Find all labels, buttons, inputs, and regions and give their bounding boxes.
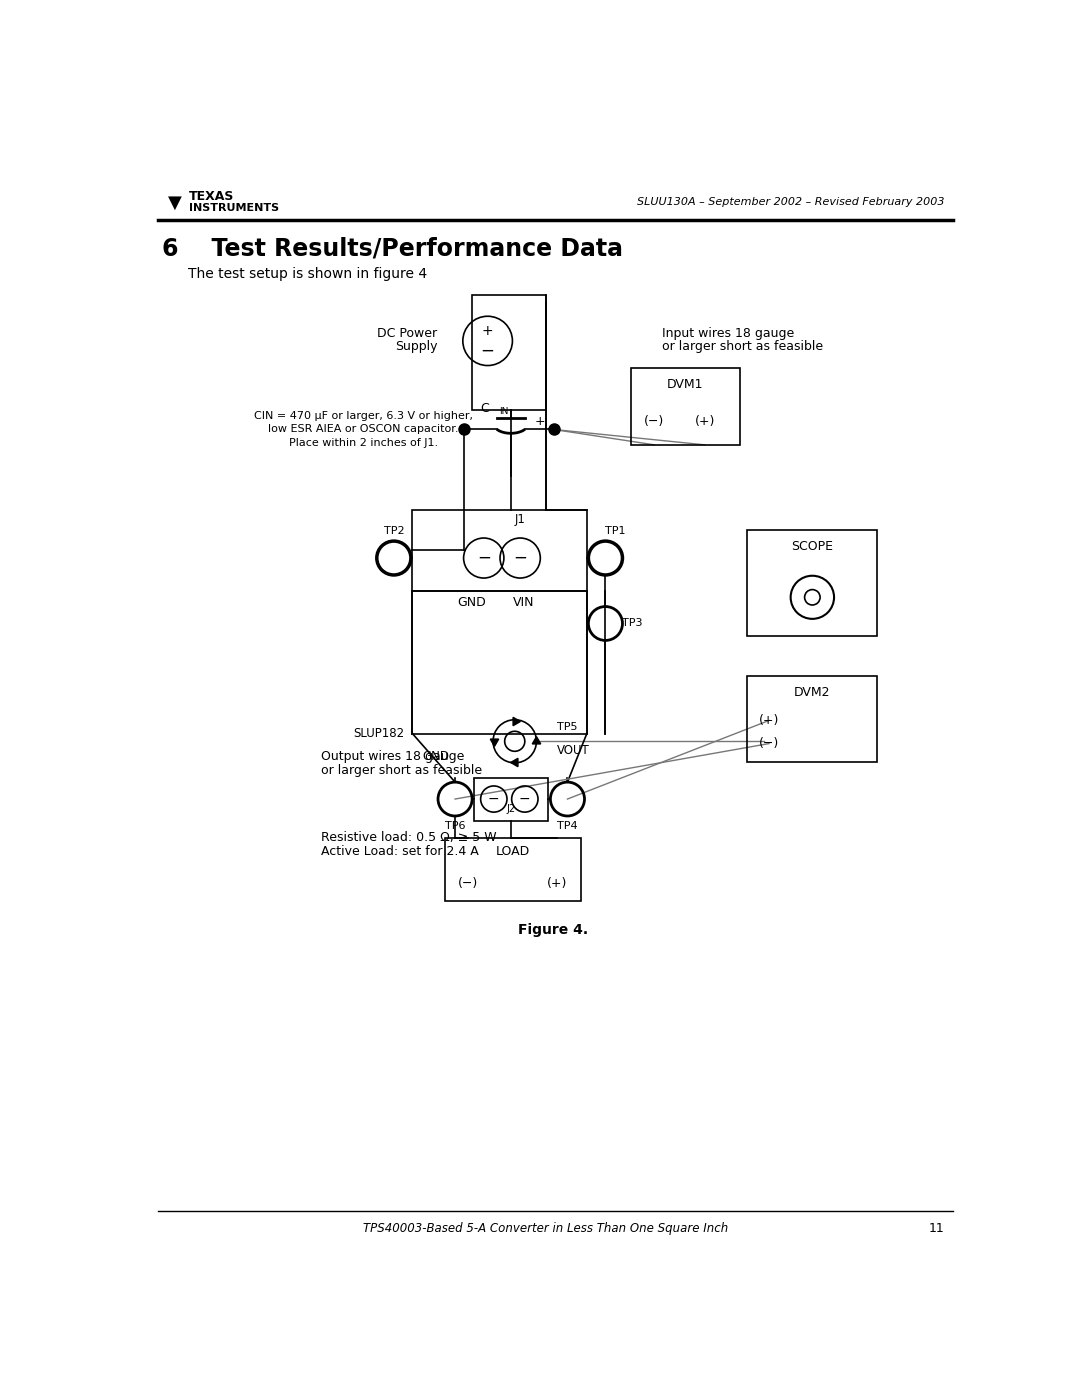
Text: DC Power: DC Power bbox=[377, 327, 437, 339]
Text: −: − bbox=[481, 342, 495, 360]
Bar bbox=[413, 510, 586, 591]
Text: DVM1: DVM1 bbox=[667, 379, 703, 391]
Bar bbox=[747, 676, 877, 763]
Text: TP3: TP3 bbox=[622, 619, 643, 629]
Text: −: − bbox=[476, 549, 490, 567]
Text: GND: GND bbox=[422, 750, 449, 763]
Text: −: − bbox=[488, 792, 500, 806]
Text: Place within 2 inches of J1.: Place within 2 inches of J1. bbox=[289, 439, 438, 448]
Bar bbox=[445, 838, 581, 901]
Text: −: − bbox=[519, 792, 530, 806]
Text: Output wires 18 gauge: Output wires 18 gauge bbox=[321, 750, 464, 763]
Text: 6    Test Results/Performance Data: 6 Test Results/Performance Data bbox=[162, 236, 623, 260]
Text: (+): (+) bbox=[759, 714, 779, 726]
Text: (+): (+) bbox=[548, 877, 568, 890]
Text: J1: J1 bbox=[515, 513, 526, 527]
Text: −: − bbox=[513, 549, 527, 567]
Text: (−): (−) bbox=[644, 415, 664, 429]
Text: low ESR AIEA or OSCON capacitor.: low ESR AIEA or OSCON capacitor. bbox=[268, 425, 459, 434]
Text: Input wires 18 gauge: Input wires 18 gauge bbox=[662, 327, 794, 339]
Text: TP1: TP1 bbox=[606, 527, 626, 536]
Text: (−): (−) bbox=[759, 738, 779, 750]
Text: VIN: VIN bbox=[513, 597, 535, 609]
Text: C: C bbox=[481, 402, 489, 415]
Text: INSTRUMENTS: INSTRUMENTS bbox=[189, 203, 280, 212]
Text: SLUU130A – September 2002 – Revised February 2003: SLUU130A – September 2002 – Revised Febr… bbox=[637, 197, 945, 207]
Text: Supply: Supply bbox=[395, 339, 437, 353]
Text: GND: GND bbox=[458, 597, 486, 609]
Text: TP2: TP2 bbox=[383, 527, 404, 536]
Text: +: + bbox=[482, 324, 494, 338]
Text: or larger short as feasible: or larger short as feasible bbox=[321, 764, 482, 777]
Text: TP4: TP4 bbox=[557, 821, 578, 831]
Text: Resistive load: 0.5 Ω, ≥ 5 W: Resistive load: 0.5 Ω, ≥ 5 W bbox=[321, 831, 497, 844]
Text: IN: IN bbox=[499, 408, 509, 416]
Text: Active Load: set for 2.4 A: Active Load: set for 2.4 A bbox=[321, 845, 478, 858]
Text: DVM2: DVM2 bbox=[794, 686, 831, 700]
Bar bbox=[631, 367, 740, 444]
Text: TEXAS: TEXAS bbox=[189, 190, 234, 204]
Text: (−): (−) bbox=[458, 877, 478, 890]
Text: +: + bbox=[535, 415, 544, 429]
Bar bbox=[747, 529, 877, 636]
Text: SLUP182: SLUP182 bbox=[353, 726, 405, 740]
Text: The test setup is shown in figure 4: The test setup is shown in figure 4 bbox=[188, 267, 427, 281]
Text: TP6: TP6 bbox=[445, 821, 465, 831]
Text: or larger short as feasible: or larger short as feasible bbox=[662, 339, 823, 353]
Text: (+): (+) bbox=[694, 415, 715, 429]
Text: J2: J2 bbox=[507, 805, 515, 814]
Bar bbox=[472, 295, 545, 411]
Text: Figure 4.: Figure 4. bbox=[518, 923, 589, 937]
Text: SCOPE: SCOPE bbox=[792, 541, 834, 553]
Text: VOUT: VOUT bbox=[557, 745, 590, 757]
Bar bbox=[474, 778, 548, 820]
Text: LOAD: LOAD bbox=[496, 845, 529, 858]
Text: TPS40003-Based 5-A Converter in Less Than One Square Inch: TPS40003-Based 5-A Converter in Less Tha… bbox=[363, 1222, 728, 1235]
Text: TP5: TP5 bbox=[557, 722, 578, 732]
Text: ▼: ▼ bbox=[168, 193, 183, 211]
Bar bbox=[413, 591, 586, 733]
Text: CIN = 470 μF or larger, 6.3 V or higher,: CIN = 470 μF or larger, 6.3 V or higher, bbox=[254, 411, 473, 420]
Text: 11: 11 bbox=[929, 1222, 945, 1235]
